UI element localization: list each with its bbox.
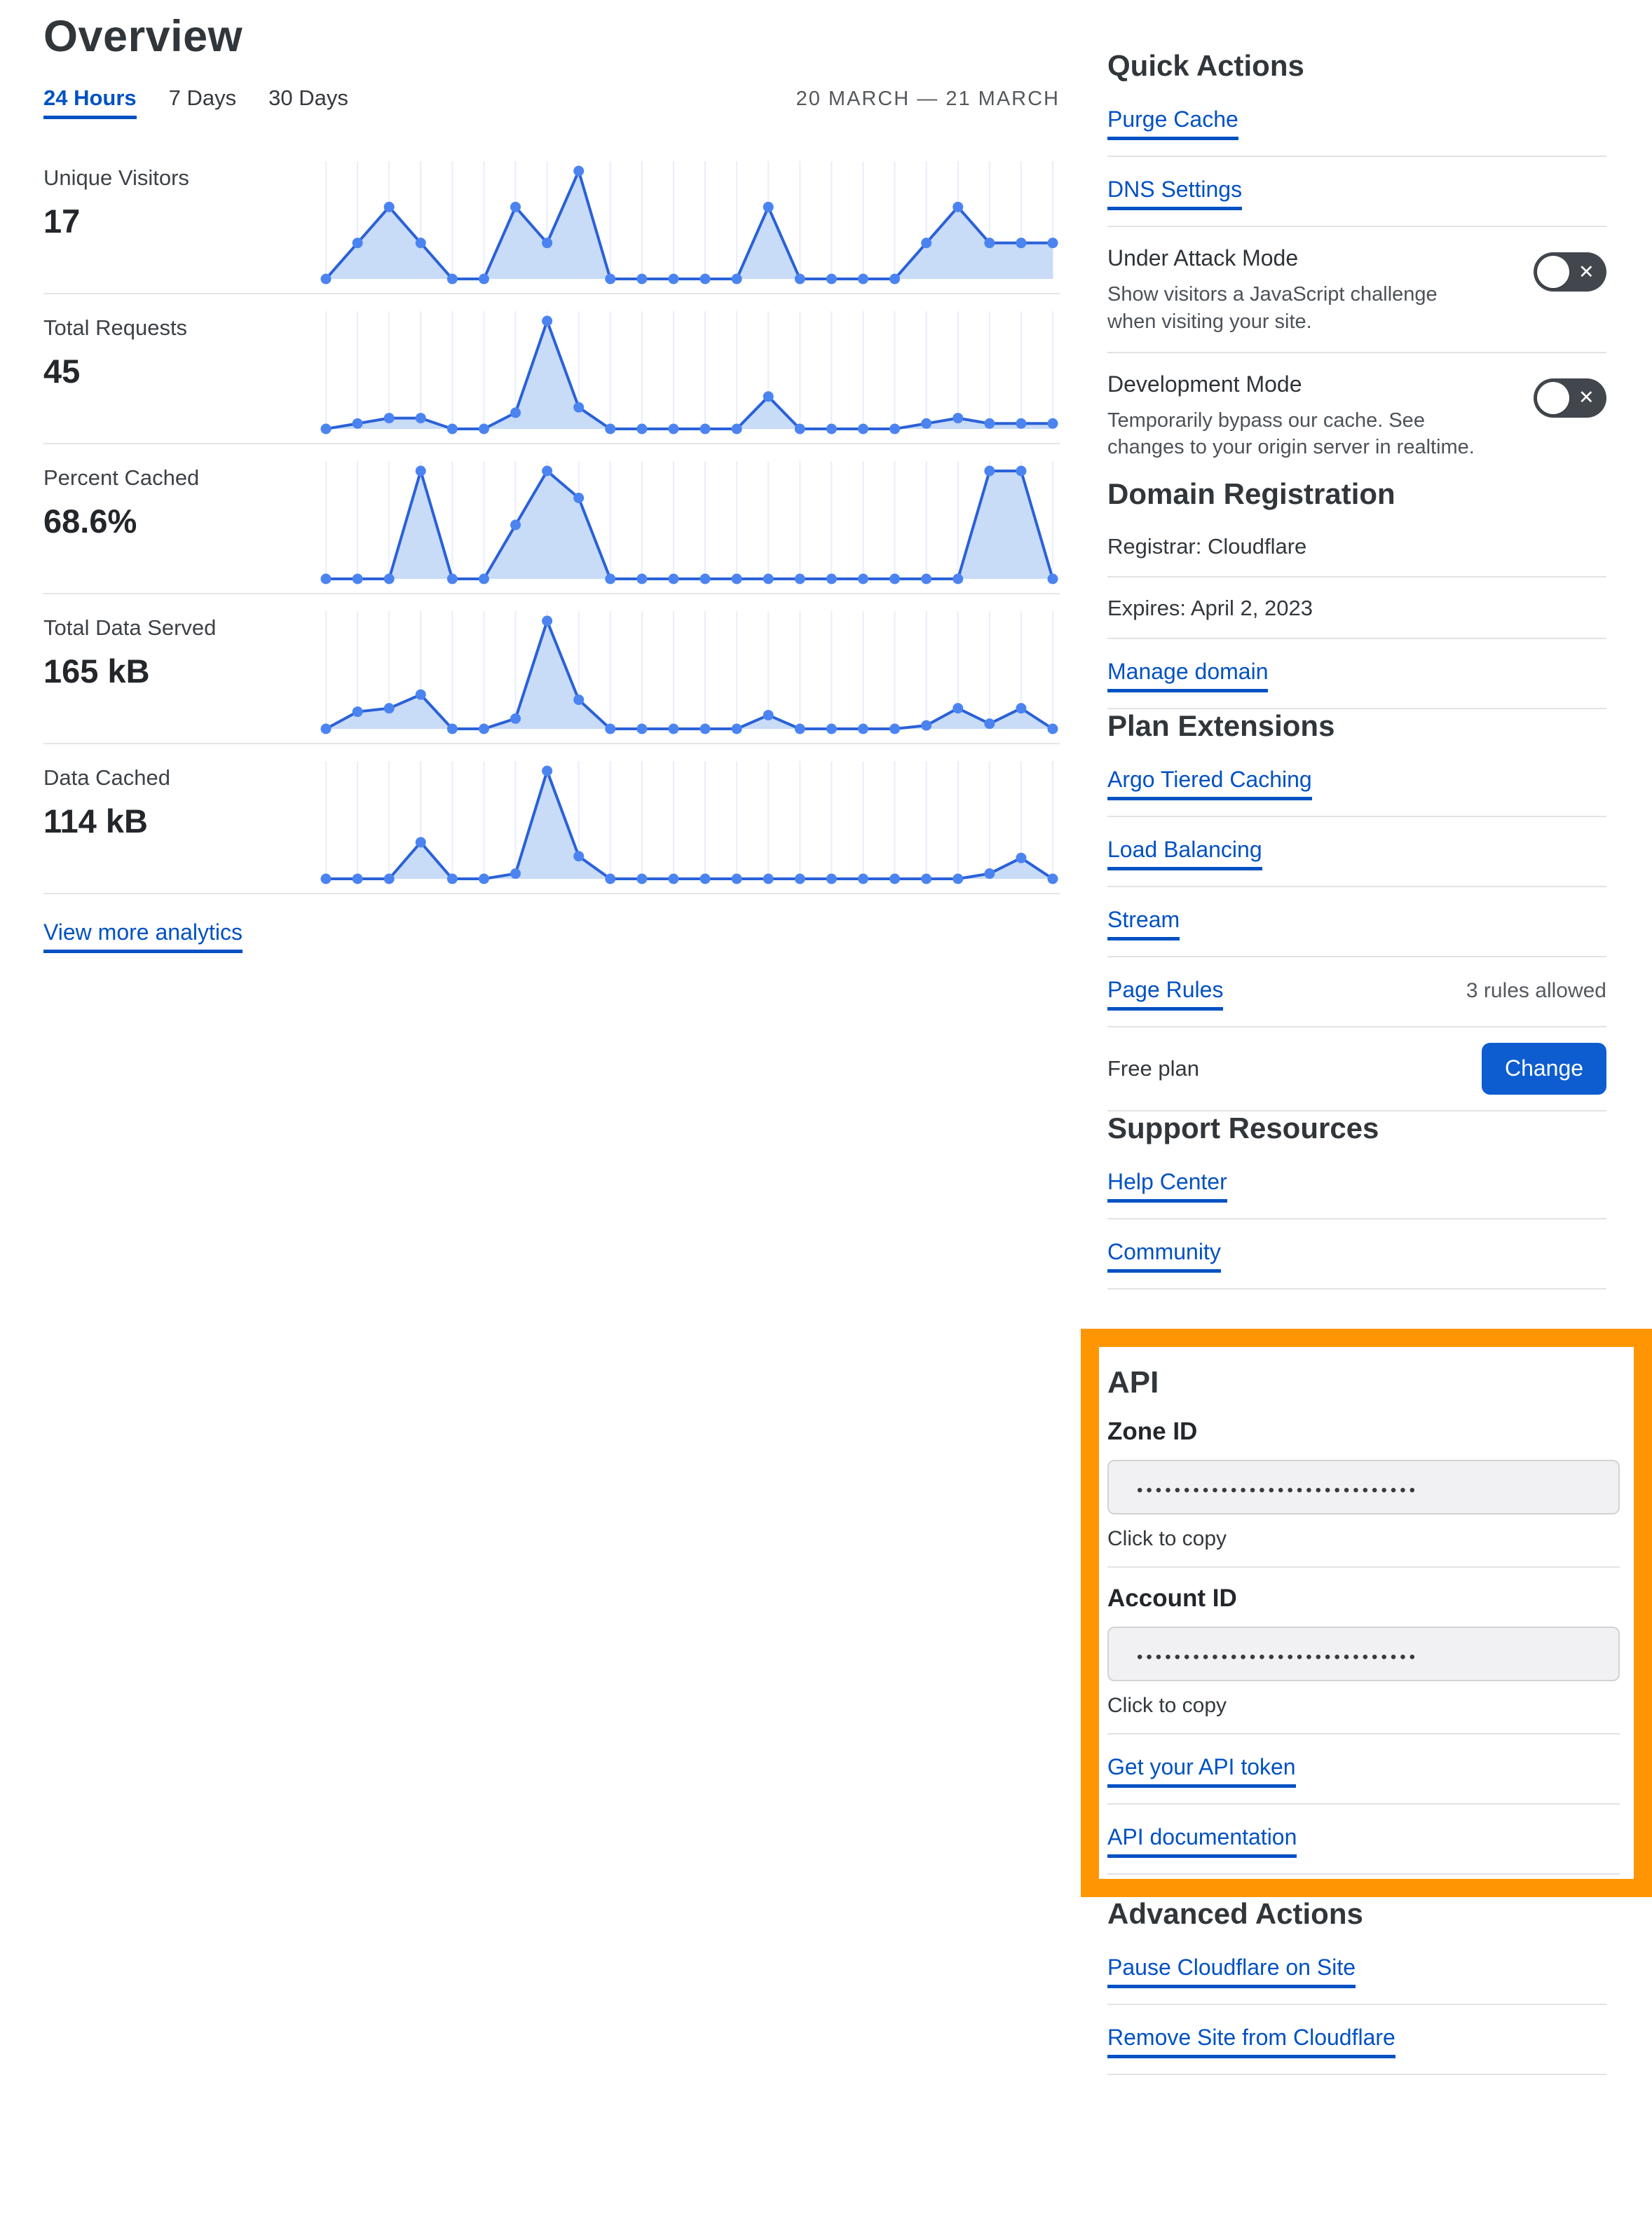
- zone-id-masked-dots: ••••••••••••••••••••••••••••••: [1137, 1480, 1419, 1500]
- account-id-label: Account ID: [1107, 1584, 1237, 1612]
- registrar-row: Registrar: Cloudflare: [1107, 516, 1606, 577]
- current-plan-row: Free plan Change: [1107, 1027, 1606, 1112]
- page-rules-allowance: 3 rules allowed: [1466, 978, 1606, 1002]
- api-section-highlighted: API Zone ID ••••••••••••••••••••••••••••…: [1081, 1329, 1652, 1897]
- support-resources-heading: Support Resources: [1107, 1111, 1379, 1144]
- sparkline-total-requests: [320, 311, 1058, 435]
- community-row: Community: [1107, 1219, 1606, 1290]
- pause-cloudflare-link[interactable]: Pause Cloudflare on Site: [1107, 1955, 1356, 1989]
- zone-id-label: Zone ID: [1107, 1417, 1198, 1445]
- community-link[interactable]: Community: [1107, 1239, 1221, 1273]
- under-attack-mode-label: Under Attack Mode: [1107, 245, 1299, 271]
- account-id-field: Account ID •••••••••••••••••••••••••••••…: [1107, 1585, 1620, 1735]
- page-rules-row: Page Rules 3 rules allowed: [1107, 957, 1606, 1027]
- account-id-copy-hint: Click to copy: [1107, 1693, 1227, 1717]
- zone-id-copy-hint: Click to copy: [1107, 1526, 1227, 1550]
- quick-actions-heading: Quick Actions: [1107, 49, 1304, 82]
- api-heading: API: [1107, 1365, 1159, 1400]
- toggle-off-x-icon: ✕: [1578, 387, 1595, 409]
- api-documentation-link[interactable]: API documentation: [1107, 1824, 1297, 1858]
- load-balancing-link[interactable]: Load Balancing: [1107, 837, 1262, 870]
- change-plan-button[interactable]: Change: [1482, 1042, 1606, 1095]
- metric-label: Total Data Served: [43, 615, 217, 640]
- development-mode-description: Temporarily bypass our cache. See change…: [1107, 409, 1475, 459]
- tab-7-days[interactable]: 7 Days: [168, 86, 237, 110]
- metric-value: 17: [43, 203, 81, 240]
- sparkline-unique-visitors: [320, 161, 1058, 285]
- stream-link[interactable]: Stream: [1107, 907, 1180, 940]
- toggle-off-x-icon: ✕: [1578, 261, 1595, 282]
- metric-label: Total Requests: [43, 315, 188, 340]
- dns-settings-row: DNS Settings: [1107, 157, 1606, 228]
- date-range-label: 20 MARCH — 21 MARCH: [796, 88, 1060, 110]
- metric-value: 45: [43, 353, 81, 390]
- plan-extensions-heading: Plan Extensions: [1107, 709, 1335, 742]
- argo-tiered-caching-link[interactable]: Argo Tiered Caching: [1107, 767, 1312, 800]
- zone-id-value[interactable]: ••••••••••••••••••••••••••••••: [1107, 1459, 1620, 1514]
- under-attack-mode-toggle[interactable]: ✕: [1534, 252, 1606, 292]
- tab-30-days[interactable]: 30 Days: [268, 86, 348, 110]
- get-api-token-row: Get your API token: [1107, 1735, 1620, 1805]
- sidebar: Quick Actions Purge Cache DNS Settings U…: [1081, 0, 1652, 2076]
- under-attack-mode-description: Show visitors a JavaScript challenge whe…: [1107, 283, 1438, 333]
- toggle-knob: [1537, 256, 1569, 289]
- metric-label: Unique Visitors: [43, 165, 189, 190]
- time-range-tabs: 24 Hours 7 Days 30 Days: [43, 86, 348, 119]
- metric-label: Data Cached: [43, 765, 170, 790]
- metric-value: 114 kB: [43, 802, 148, 840]
- metric-row-total-requests: Total Requests 45: [43, 294, 1060, 444]
- metric-row-unique-visitors: Unique Visitors 17: [43, 144, 1060, 294]
- development-mode-label: Development Mode: [1107, 371, 1302, 397]
- manage-domain-link[interactable]: Manage domain: [1107, 659, 1269, 692]
- metric-row-total-data-served: Total Data Served 165 kB: [43, 594, 1060, 744]
- metric-row-percent-cached: Percent Cached 68.6%: [43, 444, 1060, 594]
- metrics-list: Unique Visitors 17 Total Requests 45 Per…: [43, 144, 1060, 894]
- remove-site-row: Remove Site from Cloudflare: [1107, 2005, 1606, 2076]
- load-balancing-row: Load Balancing: [1107, 817, 1606, 887]
- under-attack-mode-row: Under Attack Mode Show visitors a JavaSc…: [1107, 227, 1606, 353]
- sparkline-total-data-served: [320, 611, 1058, 734]
- help-center-link[interactable]: Help Center: [1107, 1169, 1227, 1203]
- domain-registration-heading: Domain Registration: [1107, 477, 1395, 511]
- development-mode-row: Development Mode Temporarily bypass our …: [1107, 353, 1606, 478]
- analytics-main: Overview 24 Hours 7 Days 30 Days 20 MARC…: [43, 0, 1060, 953]
- toggle-knob: [1537, 381, 1569, 414]
- dns-settings-link[interactable]: DNS Settings: [1107, 177, 1243, 211]
- account-id-masked-dots: ••••••••••••••••••••••••••••••: [1137, 1647, 1419, 1667]
- manage-domain-row: Manage domain: [1107, 639, 1606, 709]
- sparkline-percent-cached: [320, 461, 1058, 584]
- purge-cache-row: Purge Cache: [1107, 87, 1606, 158]
- page-title: Overview: [43, 12, 243, 61]
- advanced-actions-heading: Advanced Actions: [1107, 1896, 1363, 1930]
- zone-id-field: Zone ID •••••••••••••••••••••••••••••• C…: [1107, 1418, 1620, 1568]
- stream-row: Stream: [1107, 887, 1606, 957]
- purge-cache-link[interactable]: Purge Cache: [1107, 107, 1238, 141]
- page-rules-link[interactable]: Page Rules: [1107, 977, 1224, 1011]
- metric-value: 165 kB: [43, 652, 150, 690]
- help-center-row: Help Center: [1107, 1149, 1606, 1220]
- metric-value: 68.6%: [43, 502, 137, 540]
- argo-tiered-caching-row: Argo Tiered Caching: [1107, 747, 1606, 817]
- get-api-token-link[interactable]: Get your API token: [1107, 1754, 1296, 1788]
- metric-row-data-cached: Data Cached 114 kB: [43, 744, 1060, 894]
- pause-cloudflare-row: Pause Cloudflare on Site: [1107, 1935, 1606, 2006]
- account-id-value[interactable]: ••••••••••••••••••••••••••••••: [1107, 1626, 1620, 1681]
- development-mode-toggle[interactable]: ✕: [1534, 378, 1606, 418]
- expires-row: Expires: April 2, 2023: [1107, 577, 1606, 639]
- view-more-analytics-link[interactable]: View more analytics: [43, 919, 243, 953]
- current-plan-label: Free plan: [1107, 1055, 1199, 1081]
- sparkline-data-cached: [320, 761, 1058, 884]
- time-range-header: 24 Hours 7 Days 30 Days 20 MARCH — 21 MA…: [43, 86, 1060, 119]
- remove-site-link[interactable]: Remove Site from Cloudflare: [1107, 2025, 1395, 2059]
- api-documentation-row: API documentation: [1107, 1805, 1620, 1875]
- metric-label: Percent Cached: [43, 465, 200, 490]
- tab-24-hours[interactable]: 24 Hours: [43, 86, 137, 119]
